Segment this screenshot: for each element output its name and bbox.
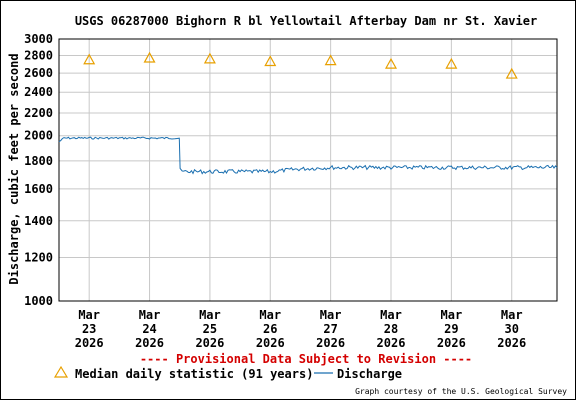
x-tick-label: 25 <box>203 322 217 336</box>
x-tick-label: 26 <box>263 322 277 336</box>
x-tick-label: Mar <box>139 308 161 322</box>
median-point <box>384 57 398 69</box>
y-tick-label: 2800 <box>24 48 53 62</box>
x-tick-label: 24 <box>142 322 156 336</box>
y-tick-label: 1200 <box>24 251 53 265</box>
median-series <box>83 51 518 79</box>
median-point <box>143 51 156 63</box>
x-tick-label: 29 <box>444 322 458 336</box>
provisional-note: ---- Provisional Data Subject to Revisio… <box>140 352 472 366</box>
x-tick-label: 2026 <box>437 336 466 350</box>
y-axis-label: Discharge, cubic feet per second <box>7 53 21 284</box>
median-point <box>83 53 96 65</box>
plot-frame <box>58 38 558 302</box>
chart-title: USGS 06287000 Bighorn R bl Yellowtail Af… <box>75 14 537 28</box>
legend: Median daily statistic (91 years) Discha… <box>53 365 402 381</box>
x-tick-label: 27 <box>323 322 337 336</box>
x-tick-label: Mar <box>501 308 523 322</box>
y-tick-label: 3000 <box>24 32 53 46</box>
y-tick-label: 2200 <box>24 106 53 120</box>
median-point <box>324 54 337 66</box>
y-axis-ticks: 1000 1200 1400 1600 1800 2000 2200 2400 2600 2800… <box>24 32 53 308</box>
legend-median-label: Median daily statistic (91 years) <box>75 367 313 381</box>
y-tick-label: 2000 <box>24 129 53 143</box>
credit-text: Graph courtesy of the U.S. Geological Su… <box>355 387 567 396</box>
x-tick-label: Mar <box>320 308 342 322</box>
median-point <box>445 57 458 69</box>
legend-median-triangle-icon <box>53 365 69 378</box>
x-axis-ticks: Mar232026Mar242026Mar252026Mar262026Mar2… <box>75 308 526 350</box>
median-point <box>203 52 216 64</box>
x-tick-label: 2026 <box>195 336 224 350</box>
x-tick-label: 2026 <box>497 336 526 350</box>
x-tick-label: Mar <box>78 308 100 322</box>
legend-discharge-label: Discharge <box>337 367 402 381</box>
y-tick-label: 1400 <box>24 214 53 228</box>
x-tick-label: 28 <box>384 322 398 336</box>
x-tick-label: Mar <box>199 308 221 322</box>
x-tick-label: 23 <box>82 322 96 336</box>
y-tick-label: 1600 <box>24 182 53 196</box>
x-tick-label: 30 <box>505 322 519 336</box>
x-tick-label: 2026 <box>256 336 285 350</box>
y-tick-label: 2600 <box>24 66 53 80</box>
discharge-line <box>58 136 558 175</box>
median-point <box>264 55 277 67</box>
x-tick-label: 2026 <box>135 336 164 350</box>
y-tick-label: 1000 <box>24 294 53 308</box>
x-tick-label: Mar <box>259 308 281 322</box>
x-tick-label: 2026 <box>316 336 345 350</box>
y-tick-label: 1800 <box>24 154 53 168</box>
x-tick-label: Mar <box>441 308 463 322</box>
x-tick-label: Mar <box>380 308 402 322</box>
x-tick-label: 2026 <box>75 336 104 350</box>
grid-lines <box>59 38 557 302</box>
x-tick-label: 2026 <box>377 336 406 350</box>
discharge-series <box>58 136 558 175</box>
median-point <box>505 67 518 79</box>
y-tick-label: 2400 <box>24 85 53 99</box>
